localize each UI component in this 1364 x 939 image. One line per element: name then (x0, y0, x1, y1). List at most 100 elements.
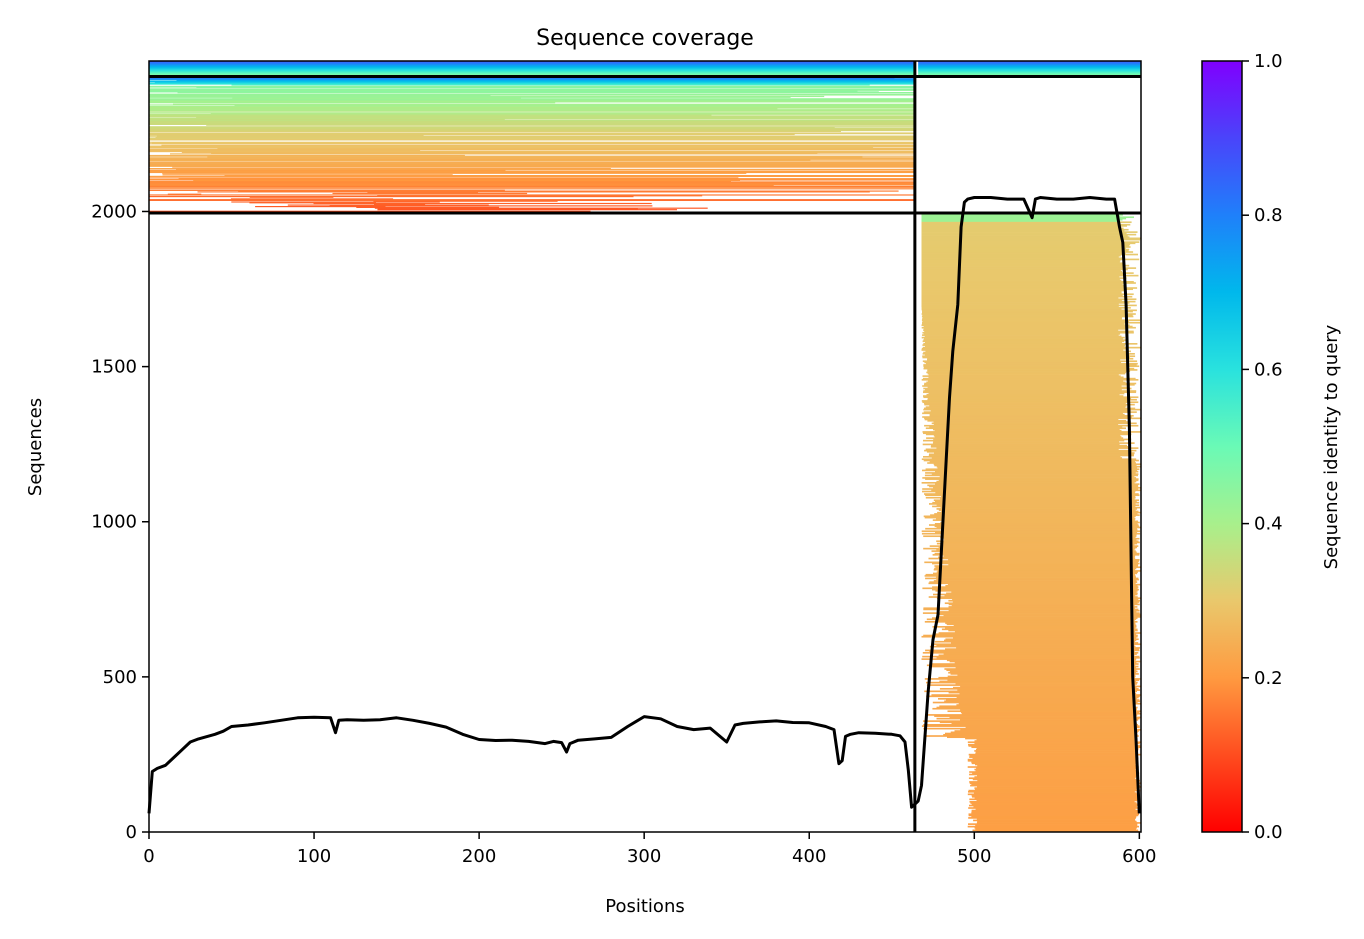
sequence-row (948, 563, 1139, 566)
sequence-row (922, 356, 1130, 359)
sequence-row (945, 627, 1136, 629)
sequence-row (975, 828, 1136, 830)
sequence-row (149, 109, 915, 112)
sequence-row (923, 720, 1136, 722)
sequence-row (956, 696, 1139, 699)
sequence-row (149, 147, 874, 149)
sequence-row (149, 196, 634, 198)
sequence-row (925, 350, 1131, 353)
sequence-row (149, 73, 915, 76)
sequence-row (974, 740, 1135, 742)
sequence-row (938, 556, 1135, 559)
sequence-row (961, 712, 1141, 715)
y-axis: 0 500 1000 1500 2000 (91, 201, 149, 843)
sequence-row (149, 126, 915, 128)
sequence-row (313, 202, 652, 205)
colorbar-ticks: 0.0 0.2 0.4 0.6 0.8 1.0 (1242, 51, 1283, 843)
sequence-row (976, 799, 1138, 802)
sequence-row (928, 596, 1138, 598)
sequence-row (149, 87, 915, 89)
sequence-row (977, 786, 1141, 788)
sequence-row (945, 648, 1140, 650)
sequence-row (931, 422, 1137, 425)
sequence-row (938, 654, 1135, 657)
sequence-row (149, 119, 915, 122)
sequence-row (149, 185, 774, 187)
sequence-row (154, 81, 915, 84)
sequence-row (968, 745, 1141, 747)
sequence-row (926, 664, 1136, 667)
sequence-row (968, 823, 1138, 825)
sequence-row (936, 597, 1141, 600)
sequence-row (935, 492, 1135, 494)
sequence-row (149, 155, 915, 157)
sequence-row (929, 545, 1139, 547)
sequence-row (948, 603, 1140, 606)
sequence-row (149, 82, 915, 84)
sequence-row (951, 722, 1137, 725)
sequence-row (224, 175, 915, 177)
sequence-row (149, 120, 915, 122)
sequence-row (149, 122, 915, 124)
sequence-row (944, 668, 1140, 670)
y-tick-label: 2000 (91, 201, 137, 222)
sequence-row (925, 577, 1139, 580)
sequence-row (974, 788, 1137, 791)
sequence-row (921, 218, 1123, 221)
sequence-row (951, 642, 1139, 644)
sequence-row (921, 222, 1121, 225)
sequence-row (921, 231, 1138, 233)
sequence-row (149, 182, 915, 184)
sequence-row (934, 429, 1122, 432)
sequence-row (938, 546, 1137, 549)
sequence-row (936, 447, 1139, 449)
sequence-row (956, 704, 1135, 706)
sequence-row (926, 381, 1126, 384)
sequence-row (918, 70, 1141, 72)
sequence-row (936, 644, 1135, 647)
sequence-row (921, 271, 1123, 273)
sequence-row (921, 290, 1122, 293)
sequence-row (924, 384, 1135, 386)
sequence-row (934, 640, 1135, 643)
sequence-row (922, 587, 1138, 590)
sequence-row (957, 689, 1141, 691)
sequence-row (922, 488, 1139, 490)
sequence-row (287, 204, 489, 206)
sequence-row (925, 573, 1135, 576)
sequence-row (922, 321, 1140, 324)
sequence-row (918, 69, 1141, 71)
sequence-row (932, 588, 1139, 591)
sequence-row (149, 71, 915, 74)
x-tick-label: 300 (627, 846, 661, 867)
sequence-row (936, 717, 1140, 720)
sequence-row (922, 331, 1134, 334)
sequence-row (936, 549, 1135, 551)
sequence-row (329, 205, 653, 207)
sequence-row (935, 470, 1139, 473)
sequence-row (923, 727, 1137, 730)
sequence-row (960, 729, 1141, 731)
sequence-row (939, 475, 1135, 478)
sequence-row (922, 477, 1137, 479)
sequence-row (972, 772, 1140, 775)
sequence-row (929, 413, 1125, 416)
sequence-row (932, 505, 1136, 508)
sequence-row (923, 535, 1137, 538)
sequence-row (934, 513, 1138, 515)
sequence-row (149, 66, 915, 68)
sequence-row (936, 657, 1140, 659)
sequence-row (940, 536, 1136, 539)
sequence-row (940, 495, 1136, 498)
sequence-row (149, 162, 915, 164)
sequence-row (149, 143, 915, 145)
sequence-row (149, 89, 915, 91)
sequence-row (196, 86, 915, 88)
sequence-row (149, 163, 915, 165)
sequence-row (149, 116, 915, 118)
sequence-row (941, 541, 1140, 544)
sequence-row (373, 200, 558, 202)
sequence-row (947, 710, 1141, 713)
sequence-row (177, 92, 915, 94)
sequence-row (923, 547, 1136, 550)
